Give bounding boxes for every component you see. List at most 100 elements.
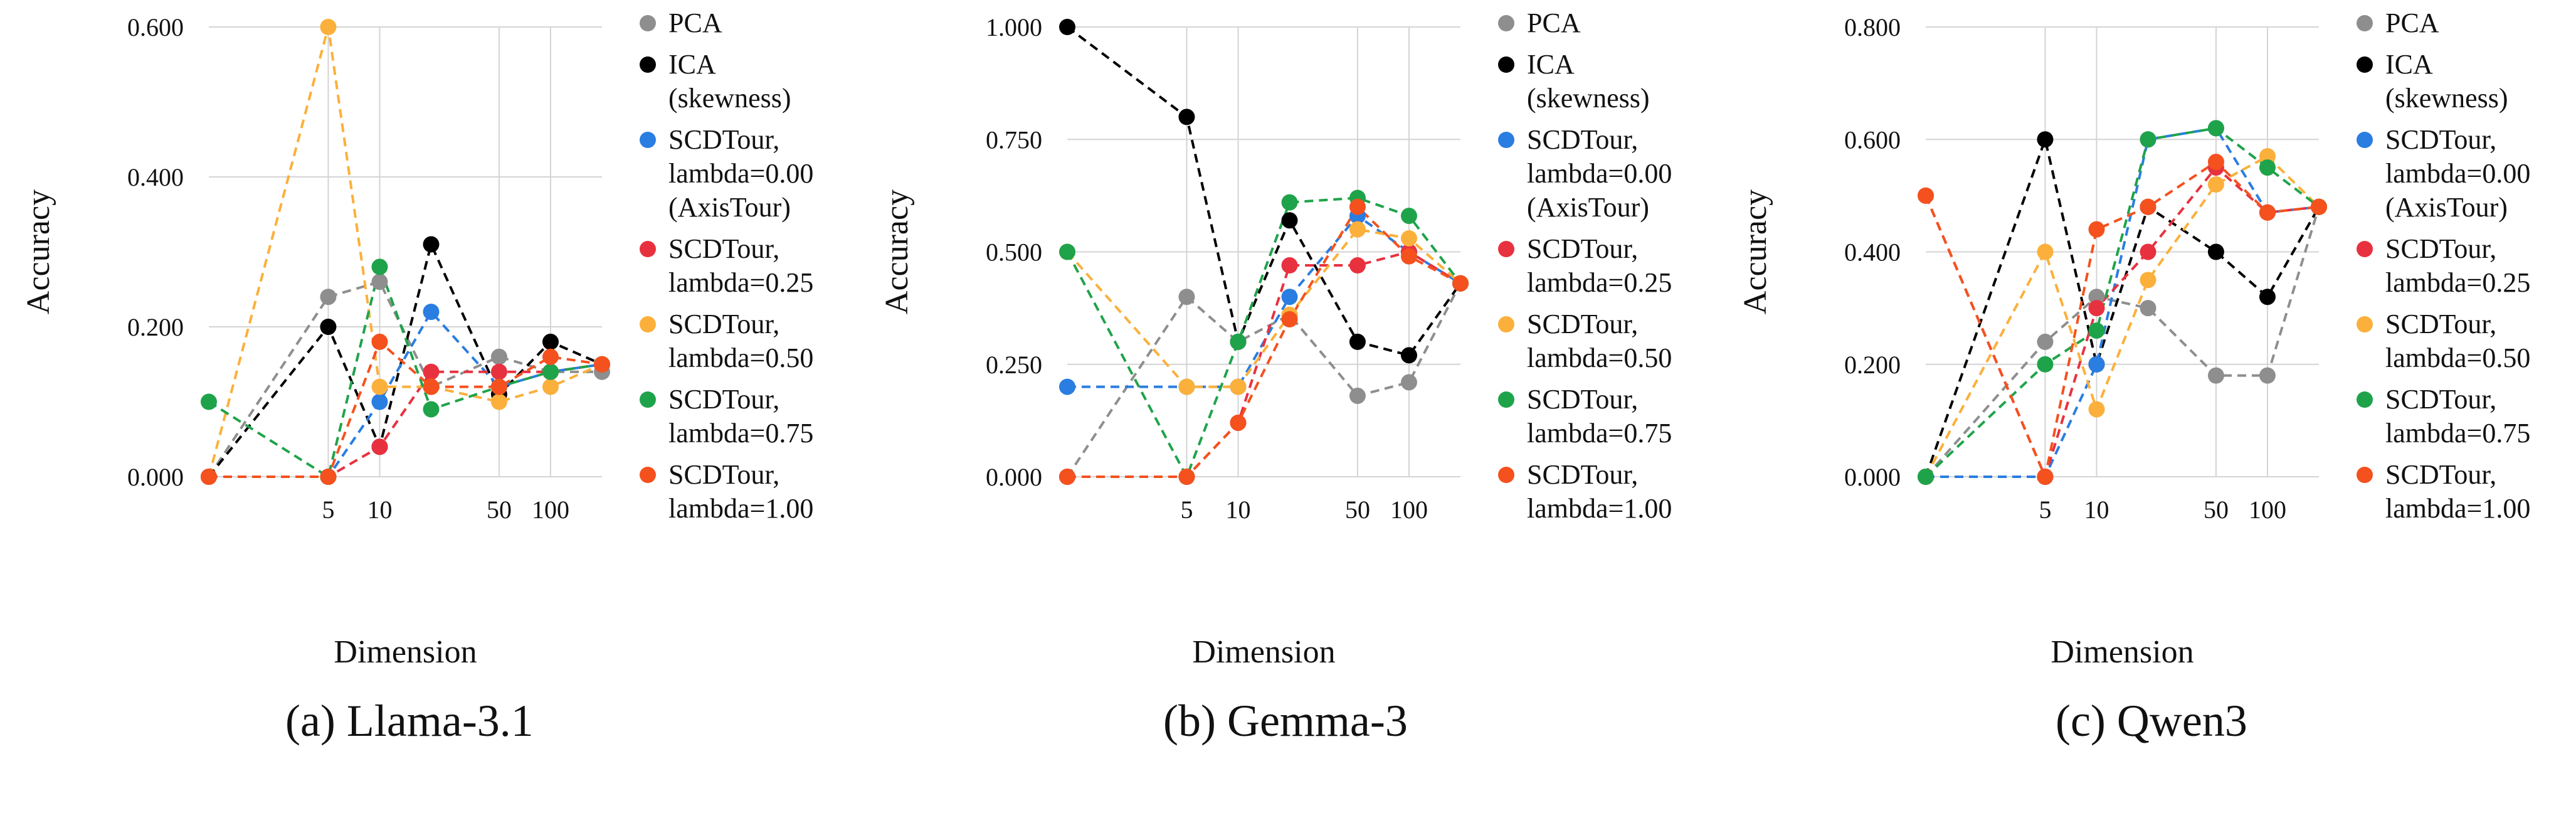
legend-label: lambda=0.00: [668, 158, 814, 189]
y-tick-label: 0.400: [1844, 238, 1901, 267]
legend-label: lambda=0.75: [668, 418, 814, 449]
legend-label: SCDTour,: [668, 384, 780, 415]
x-tick-label: 50: [2204, 496, 2229, 524]
data-point-s0-5: [1400, 374, 1417, 391]
data-point-s5-0: [1059, 243, 1075, 260]
legend-label: (AxisTour): [668, 192, 791, 223]
legend-label: SCDTour,: [1527, 459, 1639, 490]
data-point-s3-4: [490, 363, 507, 380]
x-tick-label: 10: [367, 496, 392, 524]
data-point-s6-5: [542, 348, 559, 365]
legend-label: lambda=0.75: [1527, 418, 1672, 449]
data-point-s6-6: [2311, 198, 2327, 215]
y-axis-title: Accuracy: [1738, 189, 1773, 314]
legend-item: SCDTour, lambda=0.50: [2357, 307, 2530, 375]
legend-label: lambda=0.25: [1527, 267, 1672, 298]
legend-marker: [640, 132, 656, 148]
legend-label: (skewness): [2385, 83, 2508, 114]
data-point-s1-4: [2207, 243, 2224, 260]
data-point-s5-5: [2259, 159, 2276, 176]
legend-label: SCDTour,: [668, 233, 780, 264]
legend-qwen: PCA ICA (skewness) SCDTour, lambda=0.00 (Axis…: [2357, 6, 2530, 533]
series-line-2: [209, 309, 603, 478]
legend-item: ICA (skewness): [1498, 48, 1672, 115]
legend-label: SCDTour,: [668, 309, 780, 339]
data-point-s0-4: [1349, 387, 1366, 404]
x-tick-label: 50: [1345, 496, 1370, 524]
y-tick-label: 0.250: [986, 351, 1042, 379]
data-point-s3-3: [1281, 257, 1298, 274]
legend-item: PCA: [2357, 6, 2530, 40]
data-point-s2-0: [1059, 378, 1075, 395]
legend-label: ICA: [668, 49, 716, 80]
y-tick-label: 0.500: [986, 238, 1042, 267]
legend-item: SCDTour, lambda=0.25: [1498, 232, 1672, 300]
y-axis-title: Accuracy: [879, 189, 915, 314]
data-point-s3-2: [2088, 300, 2105, 317]
legend-label: lambda=1.00: [1527, 493, 1672, 524]
data-point-s1-5: [542, 333, 559, 350]
legend-item: PCA: [1498, 6, 1672, 40]
series-line-1: [1924, 135, 2320, 477]
legend-item: SCDTour, lambda=0.75: [1498, 383, 1672, 450]
y-tick-label: 0.000: [1844, 463, 1901, 491]
data-point-s6-1: [1178, 469, 1195, 485]
chart-panel-llama: 0.000 0.200 0.400 0.600 5 10 50 100 Dimension Acc…: [0, 0, 858, 813]
legend-label: SCDTour,: [1527, 124, 1639, 155]
data-point-s1-5: [1400, 347, 1417, 364]
legend-marker: [2357, 241, 2373, 257]
data-point-s6-3: [423, 378, 440, 395]
legend-label: lambda=1.00: [2385, 493, 2531, 524]
y-tick-label: 0.600: [127, 13, 184, 41]
data-point-s5-2: [1230, 333, 1247, 350]
legend-item: SCDTour, lambda=0.75: [640, 383, 813, 450]
legend-item: SCDTour, lambda=0.50: [1498, 307, 1672, 375]
legend-label: (skewness): [668, 83, 791, 114]
legend-item: SCDTour, lambda=0.50: [640, 307, 813, 375]
data-point-s6-2: [371, 333, 388, 350]
data-point-s1-1: [320, 319, 337, 335]
data-point-s6-0: [1918, 187, 1934, 204]
legend-label: lambda=0.00: [1527, 158, 1672, 189]
x-tick-label: 50: [487, 496, 512, 524]
legend-item: SCDTour, lambda=0.00 (AxisTour): [640, 123, 813, 225]
legend-item: ICA (skewness): [2357, 48, 2530, 115]
legend-label: lambda=0.50: [668, 343, 814, 373]
legend-label: SCDTour,: [1527, 384, 1639, 415]
legend-item: SCDTour, lambda=0.25: [2357, 232, 2530, 300]
chart-gemma: 0.000 0.250 0.500 0.750 1.000 5 10 50 100 Dimensi…: [879, 13, 1469, 670]
data-point-s6-4: [490, 378, 507, 395]
data-point-s5-3: [1281, 194, 1298, 211]
legend-label: SCDTour,: [1527, 309, 1639, 339]
y-axis-title: Accuracy: [21, 189, 56, 314]
legend-item: SCDTour, lambda=1.00: [1498, 458, 1672, 526]
legend-label: (AxisTour): [2385, 192, 2508, 223]
data-point-s0-1: [1178, 289, 1195, 306]
data-point-s6-0: [201, 469, 217, 485]
legend-label: (AxisTour): [1527, 192, 1649, 223]
series-line-3: [209, 363, 603, 478]
legend-item: PCA: [640, 6, 813, 40]
legend-label: SCDTour,: [2385, 124, 2497, 155]
y-tick-label: 0.000: [127, 463, 184, 491]
legend-label: lambda=0.50: [1527, 343, 1672, 373]
x-axis-title: Dimension: [1192, 634, 1335, 670]
data-point-s6-1: [320, 469, 337, 485]
data-point-s0-2: [2088, 289, 2105, 306]
legend-marker: [1498, 316, 1514, 332]
legend-label: PCA: [2385, 8, 2439, 38]
data-point-s1-4: [1349, 333, 1366, 350]
legend-llama: PCA ICA (skewness) SCDTour, lambda=0.00 (Axis…: [640, 6, 813, 533]
data-point-s5-4: [2207, 120, 2224, 137]
data-point-s0-5: [2259, 367, 2276, 384]
x-axis-title: Dimension: [334, 634, 477, 670]
x-tick-label: 100: [532, 496, 569, 524]
caption-llama: (a) Llama-3.1: [285, 696, 534, 746]
data-point-s5-5: [542, 363, 559, 380]
legend-label: PCA: [668, 8, 722, 38]
legend-label: ICA: [2385, 49, 2433, 80]
legend-marker: [1498, 241, 1514, 257]
data-point-s6-5: [1400, 248, 1417, 265]
y-tick-label: 0.200: [127, 313, 184, 341]
data-point-s4-2: [1230, 378, 1247, 395]
